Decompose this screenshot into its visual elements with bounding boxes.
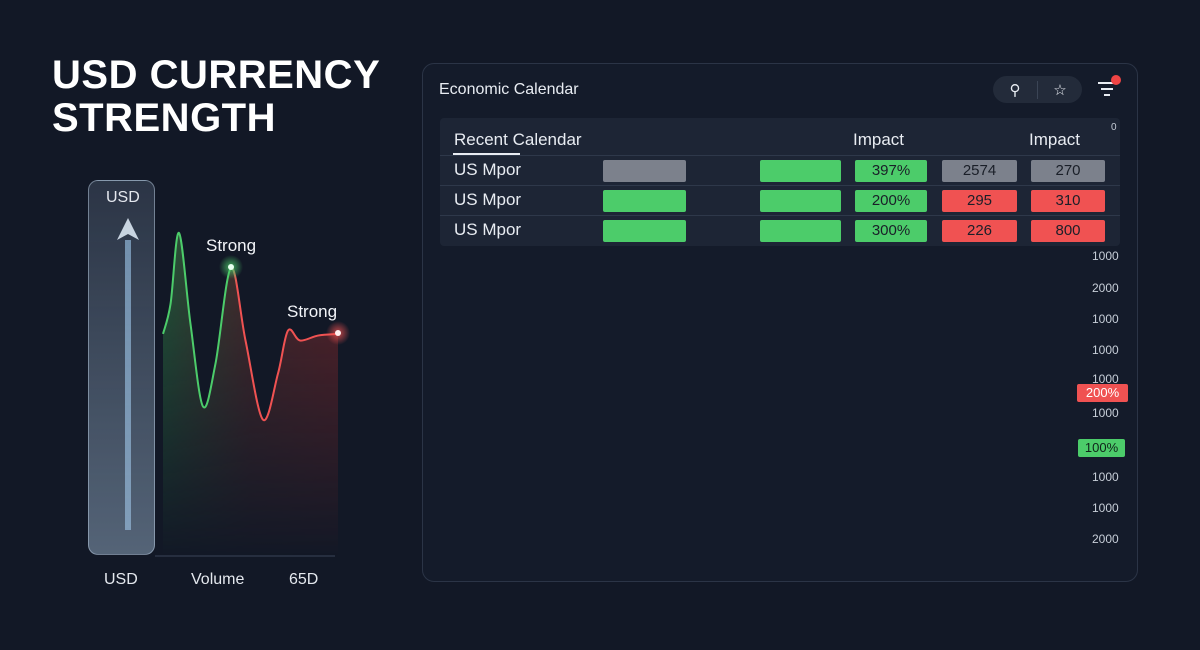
usd-bar-label: USD (106, 189, 140, 206)
page-title: USD CURRENCY STRENGTH (52, 53, 381, 140)
row-divider (440, 185, 1120, 186)
value-cell: 2574 (942, 160, 1017, 182)
value-cell: 310 (1031, 190, 1105, 212)
divider (1037, 80, 1038, 99)
axis-label-usd: USD (104, 571, 138, 588)
impact-bar (603, 220, 686, 242)
impact-bar (603, 160, 686, 182)
value-cell: 226 (942, 220, 1017, 242)
row-divider (440, 215, 1120, 216)
y-tick-label: 1000 (1092, 470, 1119, 484)
y-tick-label: 1000 (1092, 406, 1119, 420)
strong-annotation: Strong (206, 236, 257, 255)
notification-dot (1111, 75, 1121, 85)
column-header-impact: Impact (853, 130, 905, 149)
axis-label-volume: Volume (191, 571, 245, 588)
tab-recent-calendar[interactable]: Recent Calendar (454, 130, 582, 149)
y-tick-label: 1000 (1092, 343, 1119, 357)
y-tick-label: 2000 (1092, 281, 1119, 295)
axis-label-65d: 65D (289, 571, 319, 588)
price-badge: 200% (1077, 384, 1128, 402)
strong-end-marker (335, 330, 341, 336)
corner-label: 0 (1111, 122, 1117, 133)
event-name[interactable]: US Mpor (454, 190, 522, 209)
search-icon[interactable]: ⚲ (1009, 81, 1021, 99)
value-cell: 295 (942, 190, 1017, 212)
impact-bar (760, 160, 841, 182)
y-tick-label: 1000 (1092, 372, 1119, 386)
row-divider (440, 155, 1120, 156)
y-tick-label: 1000 (1092, 312, 1119, 326)
impact-percent: 397% (855, 160, 927, 182)
price-badge: 100% (1078, 439, 1125, 457)
usd-strength-bar (88, 180, 155, 555)
toolbar-pill: ⚲ ☆ (993, 76, 1082, 103)
impact-bar (603, 190, 686, 212)
impact-percent: 200% (855, 190, 927, 212)
y-tick-label: 2000 (1092, 532, 1119, 546)
strong-peak-marker (228, 264, 234, 270)
panel-title: Economic Calendar (439, 81, 579, 98)
impact-percent: 300% (855, 220, 927, 242)
event-name[interactable]: US Mpor (454, 220, 522, 239)
value-cell: 800 (1031, 220, 1105, 242)
impact-bar (760, 190, 841, 212)
filter-icon[interactable] (1098, 82, 1116, 98)
strength-area (163, 232, 338, 555)
value-cell: 270 (1031, 160, 1105, 182)
strong-annotation: Strong (287, 302, 338, 321)
column-header-impact: Impact (1029, 130, 1081, 149)
impact-bar (760, 220, 841, 242)
event-name[interactable]: US Mpor (454, 160, 522, 179)
star-icon[interactable]: ☆ (1053, 81, 1067, 99)
active-tab-underline (453, 153, 520, 155)
y-tick-label: 1000 (1092, 249, 1119, 263)
y-tick-label: 1000 (1092, 501, 1119, 515)
